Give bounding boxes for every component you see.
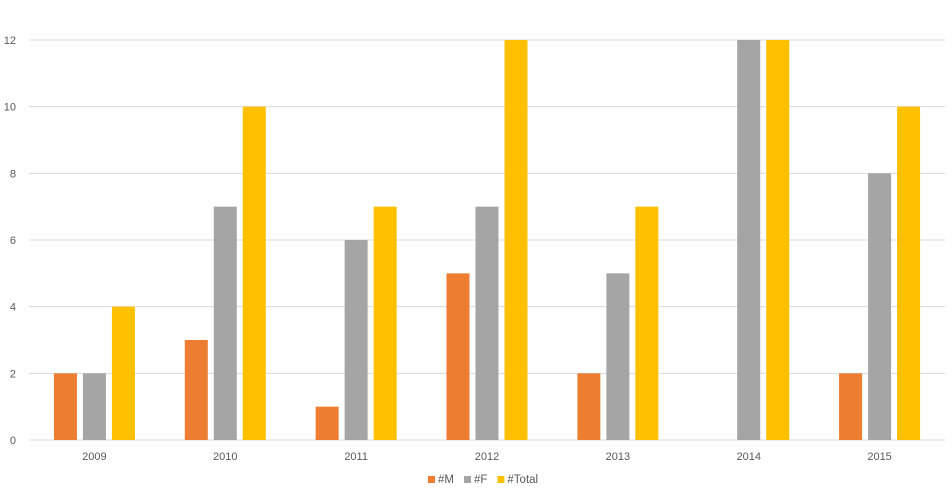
bar-total-2009 — [111, 306, 135, 440]
bar-m-2010 — [184, 340, 208, 440]
bar-m-2011 — [315, 406, 339, 440]
bar-f-2012 — [475, 206, 499, 440]
legend-swatch-total — [497, 476, 505, 483]
bar-total-2011 — [373, 206, 397, 440]
x-tick-label: 2014 — [736, 451, 760, 463]
x-tick-label: 2015 — [867, 451, 891, 463]
legend-swatch-m — [428, 476, 435, 483]
legend-label-f: #F — [474, 474, 487, 486]
bar-total-2010 — [242, 106, 266, 441]
legend-label-m: #M — [438, 474, 454, 486]
y-tick-label: 4 — [10, 302, 16, 314]
x-tick-label: 2009 — [82, 451, 106, 463]
x-tick-label: 2010 — [213, 451, 237, 463]
y-tick-label: 2 — [10, 368, 16, 380]
y-axis-ticks: 0 2 4 6 8 10 12 — [4, 35, 16, 447]
x-tick-label: 2013 — [606, 451, 630, 463]
bar-f-2009 — [82, 373, 106, 440]
x-tick-label: 2011 — [344, 451, 368, 463]
legend-label-total: #Total — [507, 474, 538, 486]
y-tick-label: 6 — [10, 235, 16, 247]
y-tick-label: 12 — [4, 35, 16, 47]
bar-f-2015 — [868, 173, 892, 441]
bars — [53, 40, 921, 441]
bar-total-2013 — [635, 206, 659, 440]
bar-total-2012 — [504, 40, 528, 440]
bar-f-2010 — [213, 206, 237, 440]
bar-m-2015 — [839, 373, 863, 440]
x-axis-ticks: 2009 2010 2011 2012 2013 2014 2015 — [82, 451, 892, 463]
bar-m-2012 — [446, 273, 470, 440]
bar-total-2014 — [766, 40, 790, 440]
x-tick-label: 2012 — [475, 451, 499, 463]
legend-swatch-f — [463, 476, 471, 483]
y-tick-label: 10 — [4, 102, 16, 114]
bar-f-2014 — [737, 40, 761, 440]
y-tick-label: 8 — [10, 168, 16, 180]
legend: #M #F #Total — [428, 474, 538, 486]
bar-f-2011 — [344, 240, 368, 440]
y-tick-label: 0 — [10, 435, 16, 447]
bar-m-2009 — [53, 373, 77, 440]
bar-total-2015 — [897, 106, 921, 441]
bar-f-2013 — [606, 273, 630, 440]
bar-m-2013 — [577, 373, 601, 440]
